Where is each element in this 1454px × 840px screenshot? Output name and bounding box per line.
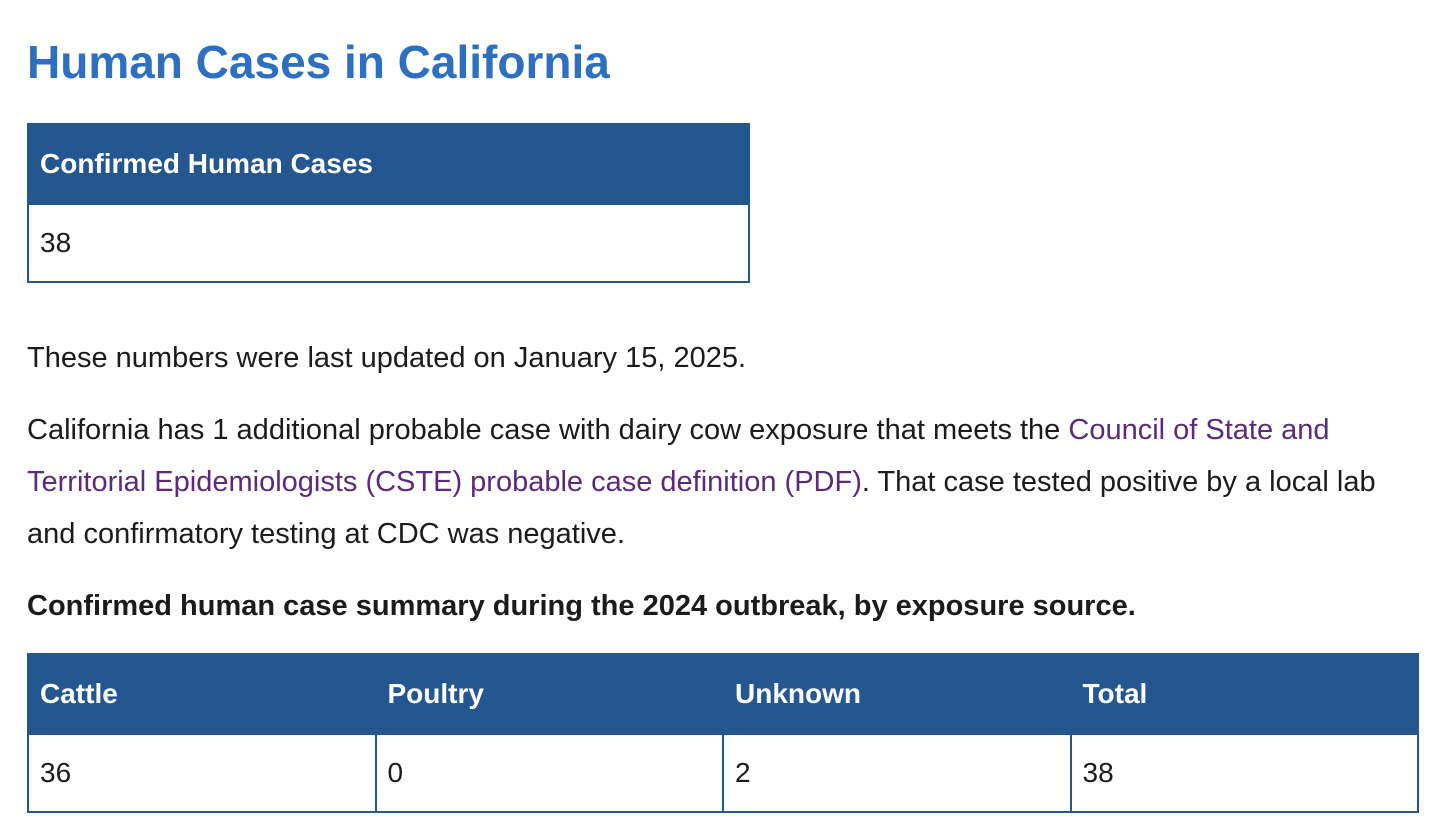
data-cell: 0	[374, 733, 724, 813]
header-cell: Cattle	[27, 653, 377, 735]
data-row: 36 0 2 38	[27, 733, 1419, 813]
data-cell: 36	[27, 733, 377, 813]
header-cell: Poultry	[374, 653, 724, 735]
text: California has 1 additional probable cas…	[27, 414, 1069, 446]
page-title: Human Cases in California	[27, 36, 610, 88]
header-row: Confirmed Human Cases	[27, 123, 750, 205]
cste-link[interactable]: Council of State and Territorial Epidemi…	[27, 414, 1330, 498]
header-row: Cattle Poultry Unknown Total	[27, 653, 1419, 735]
data-row: 38	[27, 203, 750, 283]
header-cell: Confirmed Human Cases	[27, 123, 750, 205]
data-cell: 2	[722, 733, 1072, 813]
table-caption: Confirmed human case summary during the …	[27, 590, 1136, 622]
text: . That case tested positive by a local l…	[27, 466, 1376, 550]
exposure-table: Cattle Poultry Unknown Total 36 0 2 38	[27, 653, 1419, 813]
updated-note: These numbers were last updated on Janua…	[27, 342, 747, 374]
header-cell: Total	[1069, 653, 1419, 735]
header-cell: Unknown	[722, 653, 1072, 735]
data-cell: 38	[27, 203, 750, 283]
summary-table: Confirmed Human Cases 38	[27, 123, 750, 283]
data-cell: 38	[1069, 733, 1419, 813]
probable-note: California has 1 additional probable cas…	[27, 404, 1407, 560]
